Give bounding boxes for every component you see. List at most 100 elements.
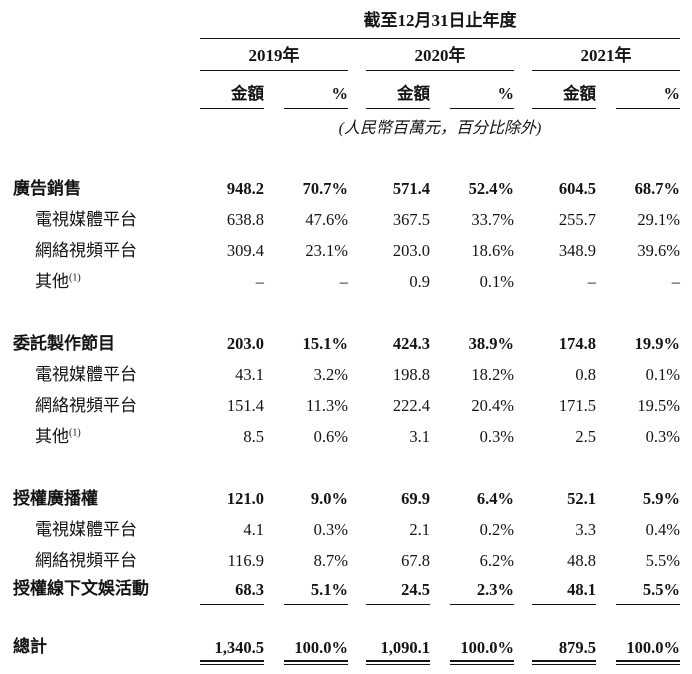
value-cell: 0.4% — [616, 519, 680, 543]
cell-value: 18.6% — [471, 241, 514, 260]
cell-value: 15.1% — [302, 334, 348, 353]
cell-value: 198.8 — [392, 365, 430, 384]
cell-value: 52.1 — [567, 489, 596, 508]
year-label-2021: 2021年 — [532, 45, 680, 71]
value-cell: 70.7% — [284, 178, 348, 202]
cell-value: 1,090.1 — [366, 637, 430, 662]
value-cell: 0.3% — [616, 426, 680, 450]
cell-value: 5.5% — [645, 551, 680, 570]
table-row: 廣告銷售 948.2 70.7% 571.4 52.4% 604.5 68.7% — [13, 171, 682, 202]
cell-value: 38.9% — [468, 334, 514, 353]
table-row: 電視媒體平台 638.8 47.6% 367.5 33.7% 255.7 29.1% — [13, 202, 682, 233]
value-cell: – — [200, 271, 264, 295]
year-header-row: 2019年 2020年 2021年 — [13, 45, 682, 71]
cell-value: 0.6% — [313, 427, 348, 446]
value-cell: 1,090.1 — [366, 637, 430, 665]
cell-value: 8.5 — [243, 427, 264, 446]
period-header-row: 截至12月31日止年度 — [13, 10, 682, 39]
cell-value: 0.1% — [479, 272, 514, 291]
row-label: 授權線下文娛活動 — [13, 579, 149, 598]
cell-value: 2.1 — [409, 520, 430, 539]
percent-header-2020: % — [450, 83, 514, 109]
cell-value: 604.5 — [558, 179, 596, 198]
value-cell: 367.5 — [366, 209, 430, 233]
cell-value: 948.2 — [226, 179, 264, 198]
cell-value: 424.3 — [392, 334, 430, 353]
value-cell: 4.1 — [200, 519, 264, 543]
cell-value: 19.5% — [637, 396, 680, 415]
cell-value: – — [587, 272, 596, 291]
value-cell: 39.6% — [616, 240, 680, 264]
cell-value: 121.0 — [226, 489, 264, 508]
row-label: 網絡視頻平台 — [35, 241, 137, 260]
value-cell: 8.5 — [200, 426, 264, 450]
table-row: 網絡視頻平台 309.4 23.1% 203.0 18.6% 348.9 39.6% — [13, 233, 682, 264]
value-cell: 52.4% — [450, 178, 514, 202]
cell-value: 39.6% — [637, 241, 680, 260]
row-label: 總計 — [13, 637, 47, 656]
cell-value: – — [255, 272, 264, 291]
cell-value: 100.0% — [616, 637, 680, 662]
cell-value: 222.4 — [392, 396, 430, 415]
value-cell: 151.4 — [200, 395, 264, 419]
table-row: 授權線下文娛活動 68.3 5.1% 24.5 2.3% 48.1 5.5% — [13, 574, 682, 605]
table-row: 委託製作節目 203.0 15.1% 424.3 38.9% 174.8 19.9% — [13, 326, 682, 357]
cell-value: 203.0 — [392, 241, 430, 260]
cell-value: 3.3 — [575, 520, 596, 539]
cell-value: 0.3% — [479, 427, 514, 446]
value-cell: 48.8 — [532, 550, 596, 574]
cell-value: 4.1 — [243, 520, 264, 539]
value-cell: 3.1 — [366, 426, 430, 450]
cell-value: – — [671, 272, 680, 291]
value-cell: 9.0% — [284, 488, 348, 512]
value-cell: 0.9 — [366, 271, 430, 295]
value-cell: 171.5 — [532, 395, 596, 419]
value-cell: 309.4 — [200, 240, 264, 264]
cell-value: 2.3% — [476, 580, 514, 599]
cell-value: 5.5% — [642, 580, 680, 599]
spacer-row — [13, 605, 682, 636]
value-cell: – — [284, 271, 348, 295]
row-label: 委託製作節目 — [13, 334, 115, 353]
cell-value: 151.4 — [226, 396, 264, 415]
cell-value: – — [339, 272, 348, 291]
cell-value: 255.7 — [558, 210, 596, 229]
value-cell: 203.0 — [200, 333, 264, 357]
row-label: 網絡視頻平台 — [35, 396, 137, 415]
cell-value: 20.4% — [471, 396, 514, 415]
cell-value: 2.5 — [575, 427, 596, 446]
table-row: 網絡視頻平台 151.4 11.3% 222.4 20.4% 171.5 19.5% — [13, 388, 682, 419]
value-cell: 0.8 — [532, 364, 596, 388]
cell-value: 116.9 — [227, 551, 264, 570]
value-cell: 0.3% — [284, 519, 348, 543]
cell-value: 0.9 — [409, 272, 430, 291]
value-cell: 198.8 — [366, 364, 430, 388]
value-cell: 8.7% — [284, 550, 348, 574]
table-row: 電視媒體平台 4.1 0.3% 2.1 0.2% 3.3 0.4% — [13, 512, 682, 543]
cell-value: 0.1% — [645, 365, 680, 384]
value-cell: 0.3% — [450, 426, 514, 450]
value-cell: 1,340.5 — [200, 637, 264, 665]
cell-value: 29.1% — [637, 210, 680, 229]
value-cell: 121.0 — [200, 488, 264, 512]
value-cell: 0.1% — [450, 271, 514, 295]
column-header-row: 金額 % 金額 % 金額 % — [13, 78, 682, 109]
cell-value: 47.6% — [305, 210, 348, 229]
cell-value: 348.9 — [558, 241, 596, 260]
value-cell: 38.9% — [450, 333, 514, 357]
currency-note-row: (人民幣百萬元，百分比除外) — [13, 118, 682, 139]
row-label: 授權廣播權 — [13, 489, 98, 508]
cell-value: 1,340.5 — [200, 637, 264, 662]
header-spacer — [13, 68, 200, 71]
value-cell: 52.1 — [532, 488, 596, 512]
cell-value: 0.4% — [645, 520, 680, 539]
currency-note: (人民幣百萬元，百分比除外) — [338, 120, 542, 137]
header-spacer — [13, 36, 200, 39]
value-cell: 2.3% — [450, 579, 514, 605]
year-label-2019: 2019年 — [200, 45, 348, 71]
period-header: 截至12月31日止年度 — [200, 10, 680, 39]
cell-value: 0.3% — [313, 520, 348, 539]
value-cell: 203.0 — [366, 240, 430, 264]
value-cell: 0.1% — [616, 364, 680, 388]
cell-value: 48.1 — [567, 580, 596, 599]
